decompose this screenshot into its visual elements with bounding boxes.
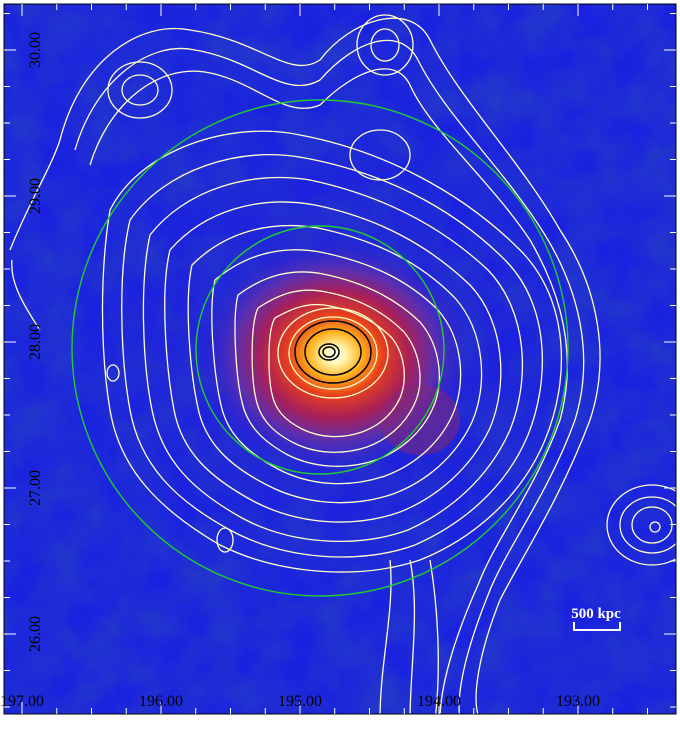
contour-inner-3 — [211, 249, 462, 485]
y-tick-label: 28.00 — [27, 324, 44, 360]
contour-blob-right-2 — [619, 496, 676, 554]
x-axis-labels: 197.00 196.00 195.00 194.00 193.00 — [0, 693, 600, 710]
contour-lines — [9, 14, 676, 714]
contour-inner-1 — [164, 201, 502, 523]
plot-border — [3, 3, 677, 715]
contour-blob-topleft-1 — [107, 61, 173, 119]
contour-blob-left — [106, 364, 120, 382]
inner-green-circle — [195, 225, 445, 475]
contour-inner-5 — [251, 289, 421, 453]
contour-inner-4 — [234, 271, 440, 467]
core-black-contours — [294, 320, 372, 384]
x-tick-label: 196.00 — [139, 693, 183, 710]
x-tick-label: 194.00 — [417, 693, 461, 710]
core-black-contour-3 — [318, 343, 340, 361]
scale-bar: 500 kpc — [571, 606, 621, 631]
y-tick-label: 26.00 — [27, 616, 44, 652]
contour-outer-3 — [89, 68, 568, 714]
contour-blob-top-2 — [370, 28, 400, 62]
contour-blob-mid-top — [349, 129, 411, 181]
outer-green-circle — [71, 99, 569, 597]
contour-blob-right-4 — [649, 521, 661, 533]
contour-core-2 — [288, 316, 378, 390]
contour-blob-top-1 — [356, 14, 414, 76]
y-tick-label: 29.00 — [27, 178, 44, 214]
contour-mid-1 — [101, 130, 563, 573]
core-black-contour-4 — [322, 346, 336, 358]
x-tick-label: 197.00 — [0, 693, 44, 710]
contour-outer-1 — [9, 17, 601, 714]
contour-outer-2 — [74, 39, 585, 714]
contour-mid-2 — [121, 154, 544, 558]
contour-core-1 — [277, 307, 389, 399]
x-tick-label: 193.00 — [556, 693, 600, 710]
core-black-contour-1 — [294, 320, 372, 384]
contour-mid-3 — [142, 176, 523, 542]
secondary-emission — [380, 385, 460, 455]
contour-inner-2 — [187, 225, 483, 504]
scale-bar-line — [573, 622, 621, 631]
y-tick-label: 30.00 — [27, 32, 44, 68]
axis-ticks — [4, 4, 676, 714]
y-tick-label: 27.00 — [27, 470, 44, 506]
y-axis-labels: 30.00 29.00 28.00 27.00 26.00 — [27, 32, 44, 652]
contour-blob-right-1 — [606, 484, 676, 566]
x-tick-label: 195.00 — [278, 693, 322, 710]
core-black-contour-2 — [304, 328, 362, 376]
contour-blob-bottom — [216, 527, 234, 553]
scale-bar-label: 500 kpc — [571, 606, 621, 622]
contour-blob-topleft-2 — [121, 74, 159, 106]
